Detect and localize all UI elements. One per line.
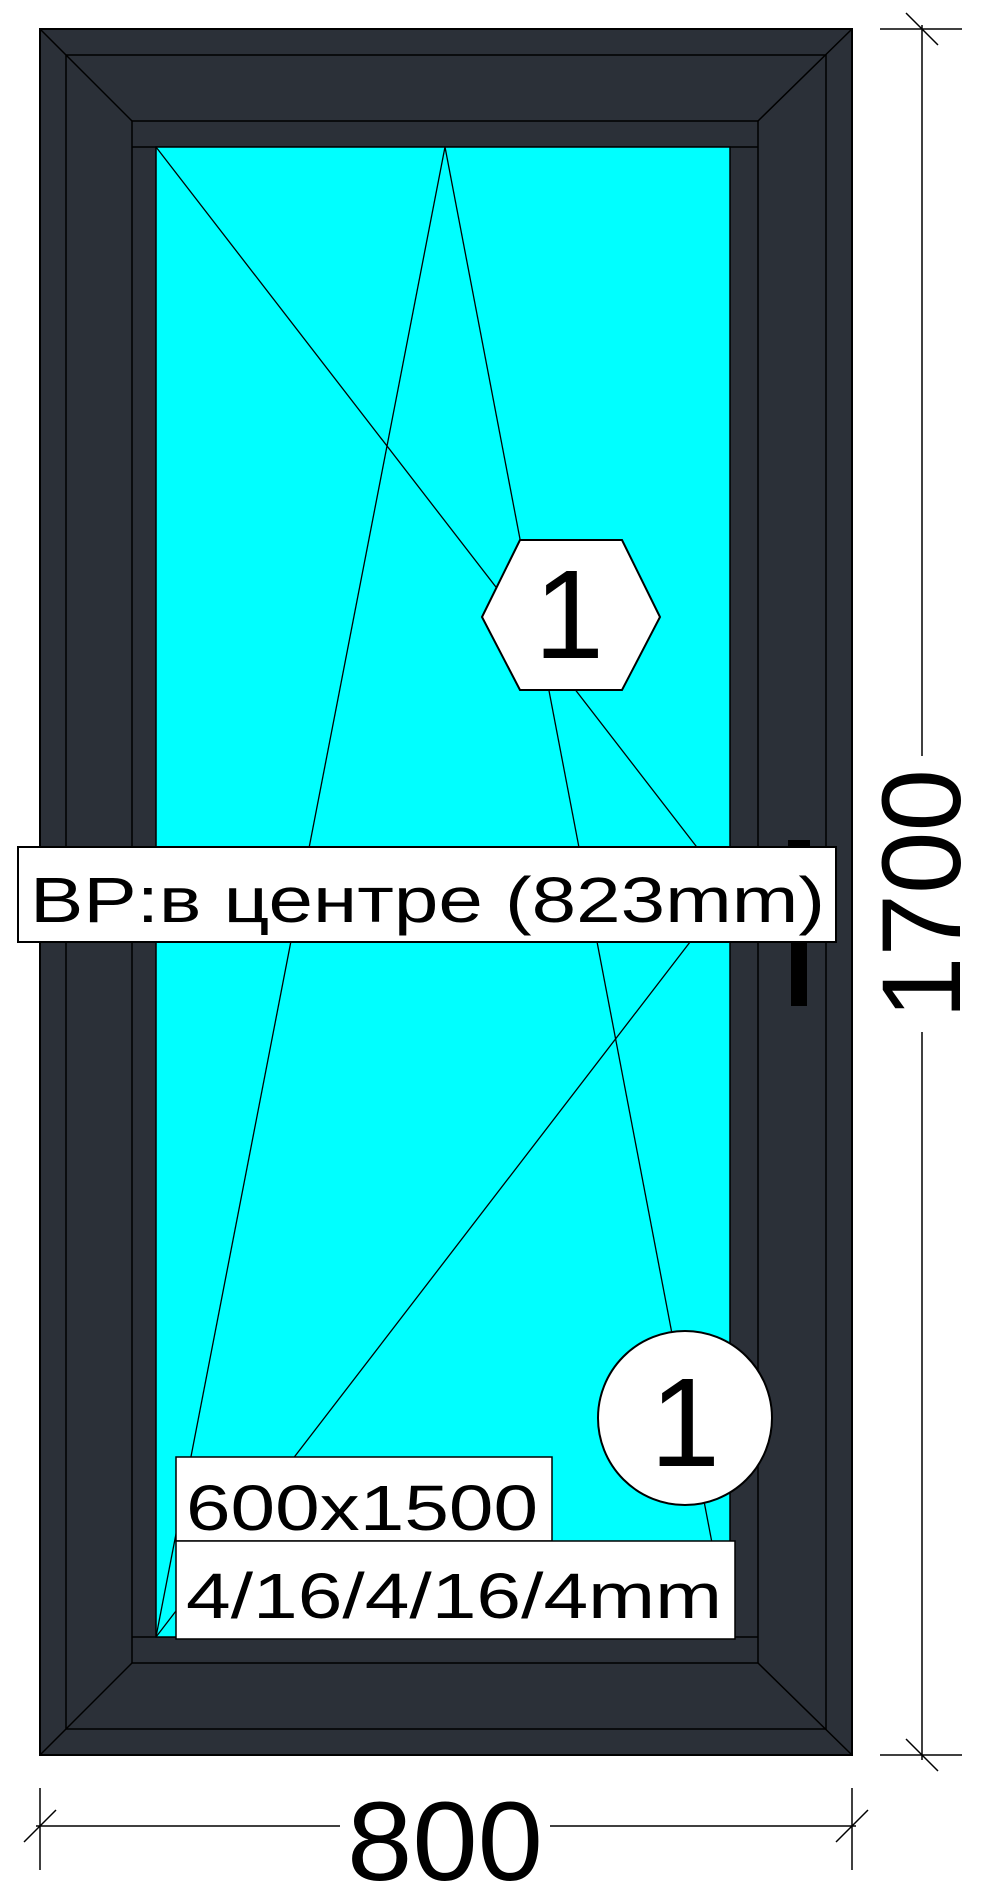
glass-formula-label: 4/16/4/16/4mm <box>186 1560 722 1632</box>
width-dimension-line <box>23 1788 869 1870</box>
handle-position-box <box>17 846 837 943</box>
glass-number: 1 <box>650 1352 720 1493</box>
glass-size-box <box>175 1456 553 1542</box>
height-dimension-label: 1700 <box>859 769 983 1019</box>
height-dimension-line <box>880 12 962 1772</box>
sash-number-hexagon <box>480 539 662 691</box>
glass-size-label: 600x1500 <box>186 1472 538 1544</box>
glass-number-circle <box>597 1330 773 1506</box>
glass-formula-box <box>175 1540 736 1640</box>
handle-position-label: BP:в центре (823mm) <box>30 864 825 936</box>
frame-miter-lines <box>39 28 853 1756</box>
sash-number: 1 <box>534 544 604 685</box>
width-dimension-label: 800 <box>347 1779 543 1890</box>
